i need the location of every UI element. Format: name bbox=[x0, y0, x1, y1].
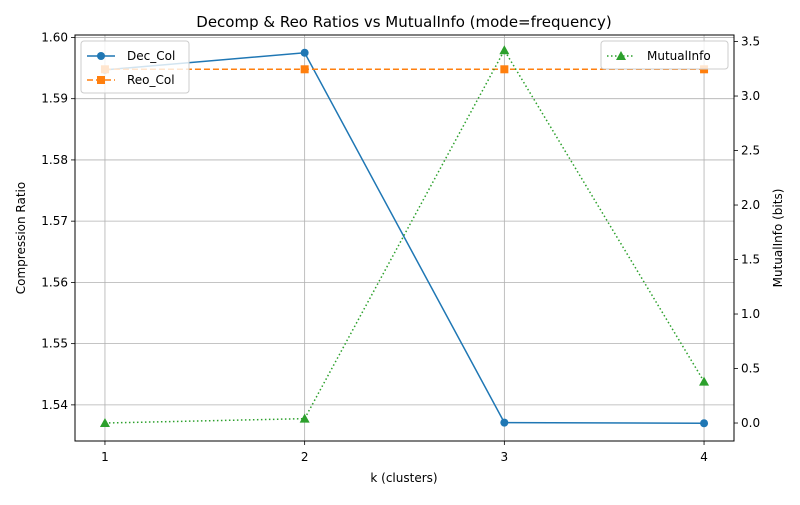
y-axis-left: 1.54 1.55 1.56 1.57 1.58 1.59 1.60 bbox=[41, 30, 75, 412]
x-tick-label: 4 bbox=[700, 450, 708, 464]
y-axis-right: 0.0 0.5 1.0 1.5 2.0 2.5 3.0 3.5 bbox=[734, 35, 760, 430]
y-right-tick-label: 0.0 bbox=[741, 416, 760, 430]
y-right-tick-label: 1.5 bbox=[741, 253, 760, 267]
legend-right-box bbox=[600, 40, 729, 70]
chart-title: Decomp & Reo Ratios vs MutualInfo (mode=… bbox=[196, 13, 611, 31]
y-left-tick-label: 1.58 bbox=[41, 153, 68, 167]
series-mutualinfo-point bbox=[699, 376, 710, 386]
y-axis-right-label: MutualInfo (bits) bbox=[771, 189, 785, 288]
y-right-tick-label: 3.5 bbox=[741, 35, 760, 49]
series-reo-col-point bbox=[300, 65, 309, 74]
y-right-tick-label: 3.0 bbox=[741, 89, 760, 103]
series-dec-col-point bbox=[700, 419, 709, 428]
plot-frame bbox=[74, 34, 735, 442]
series-dec-col-point bbox=[500, 418, 509, 427]
series-dec-col-line bbox=[104, 51, 705, 424]
y-left-tick-label: 1.60 bbox=[41, 30, 68, 44]
y-right-tick-label: 2.0 bbox=[741, 198, 760, 212]
series-mutualinfo-point bbox=[299, 413, 310, 423]
series-mutualinfo-line bbox=[104, 48, 705, 424]
legend-mutualinfo-label: MutualInfo bbox=[647, 49, 711, 63]
series-mutualinfo-point bbox=[99, 418, 110, 428]
series-mutualinfo-point bbox=[499, 45, 510, 55]
x-axis-label: k (clusters) bbox=[370, 471, 437, 485]
legend-left: Dec_Col Reo_Col bbox=[80, 40, 190, 94]
x-tick-label: 1 bbox=[101, 450, 109, 464]
y-left-tick-label: 1.59 bbox=[41, 92, 68, 106]
y-right-tick-label: 1.0 bbox=[741, 307, 760, 321]
y-left-tick-label: 1.54 bbox=[41, 398, 68, 412]
legend-mutualinfo-marker bbox=[616, 51, 626, 60]
series-dec-col-point bbox=[300, 48, 309, 57]
x-axis: 1 2 3 4 bbox=[101, 441, 708, 464]
series-reo-col-point bbox=[500, 65, 509, 74]
legend-reo-col-label: Reo_Col bbox=[127, 73, 175, 87]
x-tick-label: 2 bbox=[301, 450, 309, 464]
grid bbox=[75, 35, 734, 441]
series-layer bbox=[99, 45, 710, 428]
y-left-tick-label: 1.55 bbox=[41, 337, 68, 351]
y-axis-left-label: Compression Ratio bbox=[14, 182, 28, 295]
legend-dec-col-label: Dec_Col bbox=[127, 49, 175, 63]
y-right-tick-label: 2.5 bbox=[741, 144, 760, 158]
legend-dec-col-marker bbox=[97, 52, 105, 60]
y-left-tick-label: 1.56 bbox=[41, 275, 68, 289]
legend-reo-col-marker bbox=[97, 76, 105, 84]
x-tick-label: 3 bbox=[501, 450, 509, 464]
legend-right: MutualInfo bbox=[600, 40, 729, 70]
y-right-tick-label: 0.5 bbox=[741, 362, 760, 376]
y-left-tick-label: 1.57 bbox=[41, 214, 68, 228]
